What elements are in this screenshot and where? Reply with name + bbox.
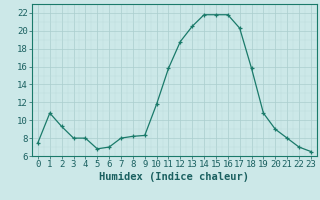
X-axis label: Humidex (Indice chaleur): Humidex (Indice chaleur) [100,172,249,182]
